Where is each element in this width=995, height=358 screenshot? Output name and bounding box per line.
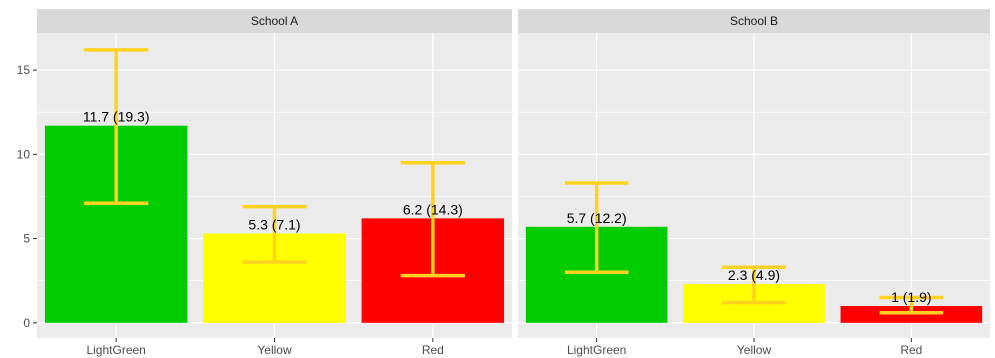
y-tick-label: 15 bbox=[17, 63, 31, 77]
panel-1: School B 5.7 (12.2) 2.3 (4.9) 1 (1.9) LightG… bbox=[518, 9, 990, 357]
data-label: 6.2 (14.3) bbox=[403, 201, 463, 217]
data-label: 2.3 (4.9) bbox=[728, 267, 780, 283]
y-tick-label: 0 bbox=[23, 316, 30, 330]
x-tick-label: Red bbox=[900, 343, 922, 357]
error-bar bbox=[400, 161, 465, 278]
x-tick-label: Yellow bbox=[257, 343, 292, 357]
facet-strip bbox=[518, 9, 990, 33]
error-bar bbox=[722, 265, 786, 305]
x-tick-label: Red bbox=[422, 343, 444, 357]
x-tick-label: LightGreen bbox=[567, 343, 626, 357]
error-bar bbox=[84, 48, 149, 205]
data-label: 5.3 (7.1) bbox=[248, 217, 300, 233]
data-label: 11.7 (19.3) bbox=[83, 109, 150, 125]
error-bar bbox=[564, 181, 629, 275]
y-tick-label: 10 bbox=[17, 147, 31, 161]
error-bar bbox=[879, 295, 944, 315]
data-label: 1 (1.9) bbox=[891, 289, 931, 305]
facet-strip bbox=[37, 9, 512, 33]
y-tick-label: 5 bbox=[23, 232, 30, 246]
x-tick-label: Yellow bbox=[737, 343, 772, 357]
panels-layer: School A 11.7 (19.3) 5.3 (7.1) 6.2 (14.3) Li… bbox=[37, 9, 990, 357]
facet-title: School A bbox=[251, 14, 298, 28]
x-tick-label: LightGreen bbox=[86, 343, 145, 357]
data-label: 5.7 (12.2) bbox=[567, 210, 627, 226]
facet-title: School B bbox=[730, 14, 778, 28]
error-bar bbox=[242, 204, 307, 264]
panel-0: School A 11.7 (19.3) 5.3 (7.1) 6.2 (14.3) Li… bbox=[37, 9, 512, 357]
y-axis: 0 5 10 15 bbox=[17, 63, 37, 330]
